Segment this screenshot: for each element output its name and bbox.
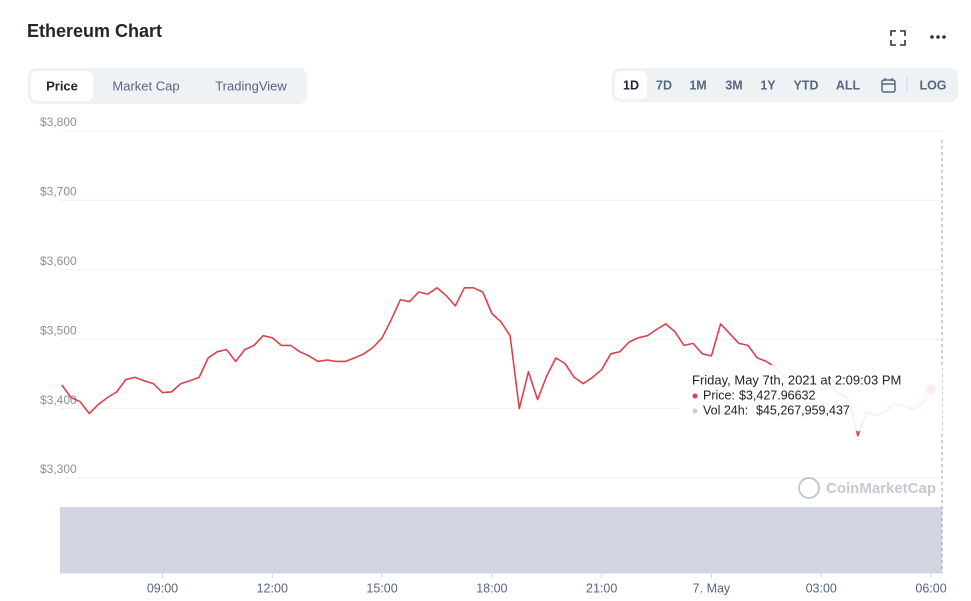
icon-shape <box>882 78 895 85</box>
fullscreen-icon[interactable] <box>890 30 906 46</box>
y-tick-label: $3,400 <box>40 393 77 407</box>
icon-shape <box>890 30 906 46</box>
tab-selected <box>31 71 93 101</box>
watermark: CoinMarketCap <box>798 477 936 499</box>
x-tick-label: 18:00 <box>476 581 507 595</box>
tooltip-price-label: Price: <box>703 388 735 402</box>
y-tick-label: $3,600 <box>40 254 77 268</box>
range-button[interactable]: 1D <box>623 78 639 92</box>
y-tick-label: $3,300 <box>40 462 77 476</box>
range-button[interactable]: 1Y <box>760 78 776 92</box>
tooltip-vol-label: Vol 24h: <box>703 403 748 417</box>
x-tick-label: 06:00 <box>915 581 946 595</box>
x-tick-label: 7. May <box>693 581 731 595</box>
range-button[interactable]: 3M <box>725 78 742 92</box>
x-tick-label: 09:00 <box>147 581 178 595</box>
y-tick-label: $3,700 <box>40 185 77 199</box>
log-button[interactable]: LOG <box>919 78 946 92</box>
plot: $3,300 $3,400 $3,500 $3,600 $3,700 $3,800 09:0… <box>40 115 947 595</box>
range-button[interactable]: ALL <box>836 78 861 92</box>
range-button[interactable]: YTD <box>794 78 819 92</box>
tab-bar <box>28 68 307 104</box>
range-button[interactable]: 1M <box>689 78 706 92</box>
icon-dot <box>936 35 940 39</box>
icon-shape <box>881 79 896 93</box>
watermark-logo <box>798 477 820 499</box>
chart-title: Ethereum Chart <box>27 21 162 41</box>
tab[interactable]: Price <box>46 78 78 93</box>
watermark-text: CoinMarketCap <box>826 480 936 497</box>
tab[interactable]: TradingView <box>215 78 287 93</box>
x-tick-label: 15:00 <box>366 581 397 595</box>
volume-area <box>60 507 942 573</box>
more-icon[interactable] <box>930 35 946 39</box>
x-tick-label: 21:00 <box>586 581 617 595</box>
tooltip-date: Friday, May 7th, 2021 at 2:09:03 PM <box>692 372 901 387</box>
range-selected <box>615 71 647 99</box>
tooltip-dot <box>692 393 698 399</box>
icon-dot <box>930 35 934 39</box>
range-button[interactable]: 7D <box>656 78 672 92</box>
y-tick-label: $3,500 <box>40 323 77 337</box>
y-tick-label: $3,800 <box>40 115 77 129</box>
tooltip-box <box>680 365 942 431</box>
range-bar <box>612 68 958 102</box>
calendar-icon[interactable] <box>881 78 896 93</box>
tab[interactable]: Market Cap <box>112 78 179 93</box>
icon-dot <box>942 35 946 39</box>
tooltip-vol: $45,267,959,437 <box>756 403 850 417</box>
x-tick-label: 12:00 <box>257 581 288 595</box>
x-tick-label: 03:00 <box>806 581 837 595</box>
tooltip-price: $3,427.96632 <box>739 388 816 402</box>
tooltip-dot <box>692 408 698 414</box>
